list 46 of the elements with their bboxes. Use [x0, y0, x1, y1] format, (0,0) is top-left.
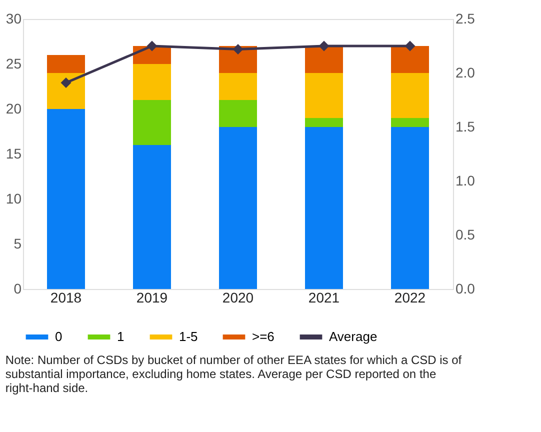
bar	[47, 55, 85, 73]
bar	[391, 46, 429, 73]
bar	[133, 64, 171, 100]
legend-label: >=6	[252, 329, 274, 344]
y2-tick-label: 1.0	[456, 172, 476, 188]
point	[146, 40, 158, 52]
y-tick-label: 10	[6, 190, 22, 206]
bar	[219, 73, 257, 100]
y-tick-label: 5	[14, 236, 22, 252]
legend-label: 1	[117, 329, 124, 344]
bar	[391, 118, 429, 127]
bar	[391, 73, 429, 118]
y-tick-label: 20	[6, 100, 22, 116]
bar	[219, 100, 257, 127]
y-tick-label: 15	[6, 146, 22, 162]
point	[318, 40, 330, 52]
bar	[305, 127, 343, 289]
bar	[47, 109, 85, 289]
bar	[305, 73, 343, 118]
bar	[133, 145, 171, 289]
bar	[305, 46, 343, 73]
y2-tick-label: 2.5	[456, 10, 476, 26]
y2-tick-label: 0.5	[456, 226, 476, 242]
legend-label: 0	[55, 329, 62, 344]
point	[404, 40, 416, 52]
y2-tick-label: 0.0	[456, 280, 476, 296]
bar	[305, 118, 343, 127]
bar	[47, 73, 85, 109]
point	[60, 77, 72, 88]
y-tick-label: 25	[6, 56, 22, 72]
x-tick-label: 2019	[136, 290, 168, 306]
point	[232, 44, 244, 54]
y2-tick-label: 2.0	[456, 64, 476, 80]
legend-label: Average	[329, 329, 378, 344]
text: Note: Number of CSDs by bucket of number of other EEA states for which a CSD is of substantial importance, excluding home states. Average per CSD reported on the right-hand side.	[5, 353, 462, 395]
x-tick-label: 2018	[50, 290, 82, 306]
y-tick-label: 30	[6, 10, 22, 26]
x-tick-label: 2020	[222, 290, 254, 306]
x-tick-label: 2022	[394, 290, 426, 306]
x-tick-label: 2021	[308, 290, 340, 306]
bar	[133, 100, 171, 145]
bar	[219, 127, 257, 289]
legend-label: 1-5	[179, 329, 198, 344]
y-tick-label: 0	[14, 280, 22, 296]
bar	[391, 127, 429, 289]
y2-tick-label: 1.5	[456, 118, 476, 134]
